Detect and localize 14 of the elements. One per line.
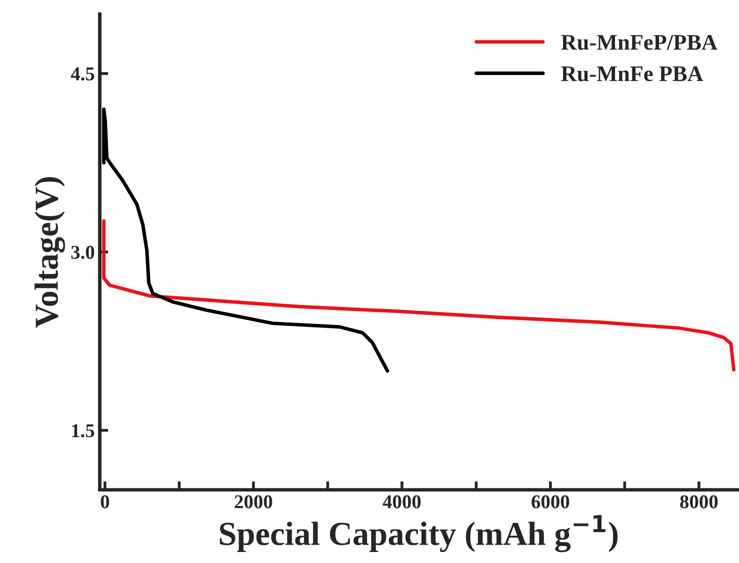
y-axis-title: Voltage(V) (34, 177, 66, 328)
y-tick-label: 3.0 (71, 246, 94, 259)
line-series (102, 107, 390, 373)
x-tick-label: 6000 (532, 495, 570, 508)
x-tick-label: 4000 (382, 495, 421, 508)
line-series (102, 219, 736, 372)
y-tick-label: 4.5 (70, 67, 94, 81)
y-tick-label: 1.5 (72, 424, 94, 438)
x-tick-label: 2000 (234, 495, 272, 508)
legend-label: Ru-MnFe PBA (561, 66, 704, 82)
x-tick-label: 0 (100, 495, 110, 508)
legend-label: Ru-MnFeP/PBA (561, 34, 718, 50)
x-axis-title: Special Capacity (mAh g$^{−1}$) (220, 515, 618, 552)
x-tick-label: 8000 (680, 495, 718, 508)
